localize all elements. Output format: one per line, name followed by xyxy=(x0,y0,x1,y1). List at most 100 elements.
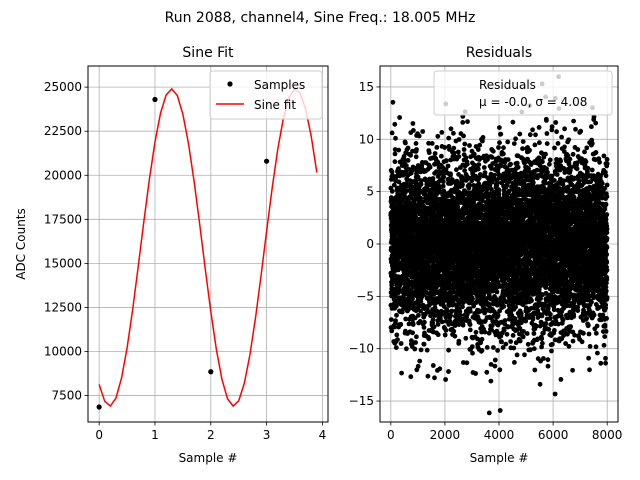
residual-point xyxy=(413,340,418,345)
residual-point xyxy=(427,164,433,170)
residual-point xyxy=(388,317,394,322)
residual-point xyxy=(416,312,421,318)
residual-point xyxy=(421,203,426,209)
residual-point xyxy=(432,151,438,156)
residuals-chart: Residuals 0 2000 4000 6000 8000 −15−10−50510… xyxy=(349,45,623,465)
residual-point xyxy=(405,158,411,163)
residual-point xyxy=(476,181,482,187)
residual-point xyxy=(508,339,513,344)
residual-point xyxy=(442,332,448,338)
residual-point xyxy=(448,173,453,178)
residual-point xyxy=(515,164,521,170)
residual-point xyxy=(465,119,470,124)
residual-point xyxy=(439,130,445,135)
residual-point xyxy=(462,168,467,173)
residual-point xyxy=(473,371,478,376)
residual-point xyxy=(463,335,469,341)
residual-point xyxy=(443,377,448,382)
residual-point xyxy=(467,322,473,327)
residual-point xyxy=(434,285,439,290)
residual-point xyxy=(451,145,457,151)
residual-point xyxy=(404,163,409,169)
residual-point xyxy=(479,336,485,342)
left-xlabel: Sample # xyxy=(179,451,238,465)
residual-point xyxy=(495,348,500,353)
residual-point xyxy=(492,357,498,363)
residual-point xyxy=(467,183,472,188)
residual-point xyxy=(429,141,435,146)
residual-point xyxy=(418,181,424,187)
residual-point xyxy=(497,125,502,130)
residual-point xyxy=(410,296,415,302)
residual-point xyxy=(481,165,487,170)
residual-point xyxy=(470,350,475,356)
residual-point xyxy=(460,182,465,188)
residual-point xyxy=(414,147,419,152)
y-tick-label: 22500 xyxy=(44,124,82,138)
residual-point xyxy=(460,304,465,310)
residual-point xyxy=(449,308,455,314)
residual-point xyxy=(396,147,402,153)
residual-point xyxy=(456,154,462,159)
residual-point xyxy=(489,155,495,160)
legend-samples-marker xyxy=(227,81,233,87)
y-tick-label: 7500 xyxy=(51,389,82,403)
y-tick-label: 12500 xyxy=(44,300,82,314)
residual-point xyxy=(440,183,446,189)
residual-point xyxy=(411,127,416,133)
residual-point xyxy=(495,180,500,186)
residual-point xyxy=(408,374,414,380)
residual-point xyxy=(426,336,432,342)
residual-point xyxy=(457,309,463,314)
residual-point xyxy=(461,360,466,365)
residual-point xyxy=(501,151,506,157)
residual-point xyxy=(511,141,517,147)
residual-point xyxy=(446,347,451,353)
y-tick-label: 25000 xyxy=(44,80,82,94)
residual-point xyxy=(495,313,501,318)
residual-point xyxy=(505,139,511,145)
legend-fit-label: Sine fit xyxy=(254,98,296,112)
residual-point xyxy=(490,148,496,154)
residual-point xyxy=(460,215,466,221)
residual-point xyxy=(404,346,409,352)
residual-point xyxy=(467,327,473,333)
residual-point xyxy=(470,296,475,302)
residual-point xyxy=(445,198,451,204)
residual-point xyxy=(455,149,461,155)
residual-point xyxy=(413,141,419,146)
residual-point xyxy=(475,147,481,153)
residual-point xyxy=(464,161,470,167)
residual-point xyxy=(482,329,488,335)
residual-point xyxy=(460,120,466,125)
residual-point xyxy=(426,309,431,315)
residual-point xyxy=(512,360,517,365)
residual-point xyxy=(439,319,445,325)
residual-point xyxy=(389,328,395,334)
right-title: Residuals xyxy=(466,45,532,61)
residual-point xyxy=(448,313,453,318)
residual-point xyxy=(502,318,508,323)
y-tick-label: 17500 xyxy=(44,212,82,226)
y-tick-label: 10000 xyxy=(44,345,82,359)
residual-point xyxy=(414,169,420,174)
residual-point xyxy=(497,408,503,413)
residual-point xyxy=(398,341,404,346)
residual-point xyxy=(410,121,416,126)
residual-point xyxy=(446,369,451,374)
residual-point xyxy=(451,150,457,156)
residual-point xyxy=(432,375,437,381)
residual-point xyxy=(395,337,400,342)
legend-samples-label: Samples xyxy=(254,78,305,92)
residual-point xyxy=(467,143,472,148)
residual-point xyxy=(443,318,449,324)
residual-point xyxy=(475,166,481,172)
residual-point xyxy=(435,332,441,338)
residual-point xyxy=(497,367,503,373)
residual-point xyxy=(462,141,468,147)
residual-point xyxy=(390,99,396,105)
residual-point xyxy=(446,135,452,141)
